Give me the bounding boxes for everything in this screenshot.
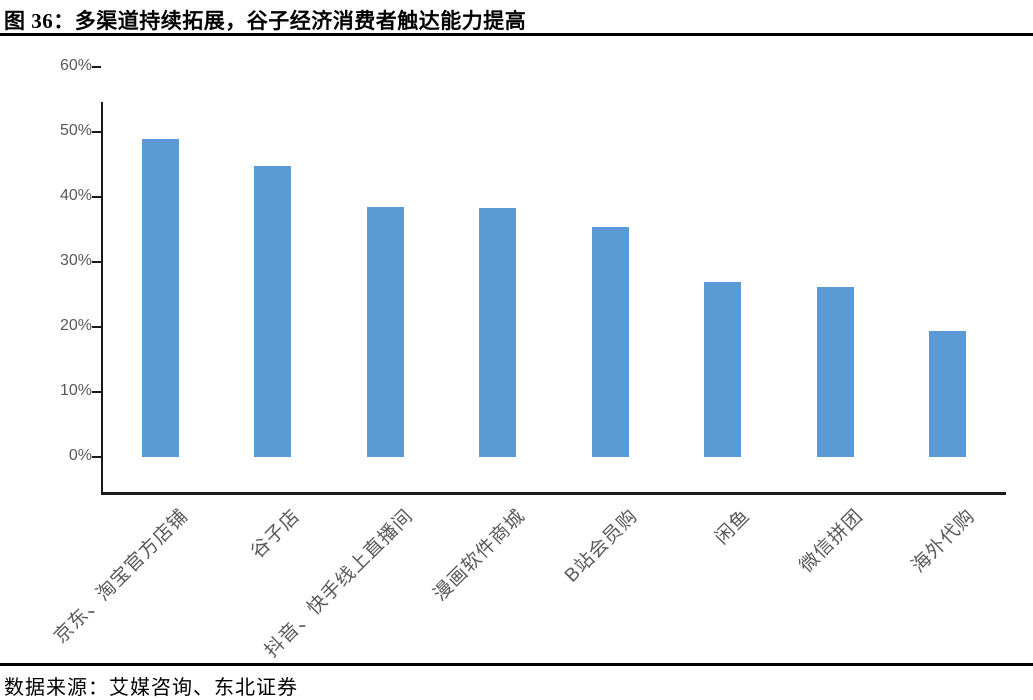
- y-axis-label-0%: 0%: [68, 447, 92, 464]
- x-axis-label-1: 京东、淘宝官方店铺: [50, 505, 193, 648]
- bar-6: [704, 282, 741, 457]
- y-axis-label-40%: 40%: [59, 187, 92, 204]
- bar-1: [141, 138, 179, 457]
- x-axis-label-6: 闲鱼: [711, 505, 755, 549]
- y-axis-tick-20%: [92, 326, 101, 328]
- y-axis-tick-30%: [92, 261, 101, 263]
- bar-chart: 0% 10% 20% 30% 40% 50% 60% 京东、淘宝官方店铺 谷子店 抖音、快手线上…: [0, 36, 1033, 662]
- y-axis-tick-50%: [92, 131, 101, 133]
- figure-title: 图 36：多渠道持续拓展，谷子经济消费者触达能力提高: [4, 9, 527, 33]
- y-axis-tick-40%: [92, 196, 101, 198]
- title-divider: [0, 33, 1033, 36]
- bar-3: [366, 206, 404, 457]
- x-axis-label-4: 漫画软件商城: [430, 505, 530, 606]
- x-axis-label-5: B站会员购: [561, 505, 643, 587]
- bar-2: [254, 166, 291, 457]
- y-axis-label-30%: 30%: [59, 252, 92, 269]
- y-axis-tick-60%: [92, 66, 101, 68]
- data-source: 数据来源：艾媒咨询、东北证券: [4, 677, 298, 699]
- bar-4: [479, 208, 516, 457]
- y-axis-label-20%: 20%: [59, 317, 92, 334]
- bar-7: [816, 286, 854, 457]
- x-axis-label-8: 海外代购: [908, 505, 980, 577]
- x-axis-label-2: 谷子店: [247, 505, 305, 563]
- bar-5: [591, 226, 629, 457]
- x-axis-label-7: 微信拼团: [795, 505, 868, 577]
- bottom-divider: [0, 663, 1033, 666]
- y-axis-label-50%: 50%: [59, 122, 92, 139]
- y-axis-tick-10%: [92, 391, 101, 393]
- y-axis-label-60%: 60%: [59, 57, 92, 74]
- y-axis-tick-0%: [92, 456, 101, 458]
- x-axis-line: [101, 492, 1006, 495]
- y-axis-line: [101, 102, 103, 494]
- bar-8: [929, 330, 966, 457]
- y-axis-label-10%: 10%: [59, 382, 92, 399]
